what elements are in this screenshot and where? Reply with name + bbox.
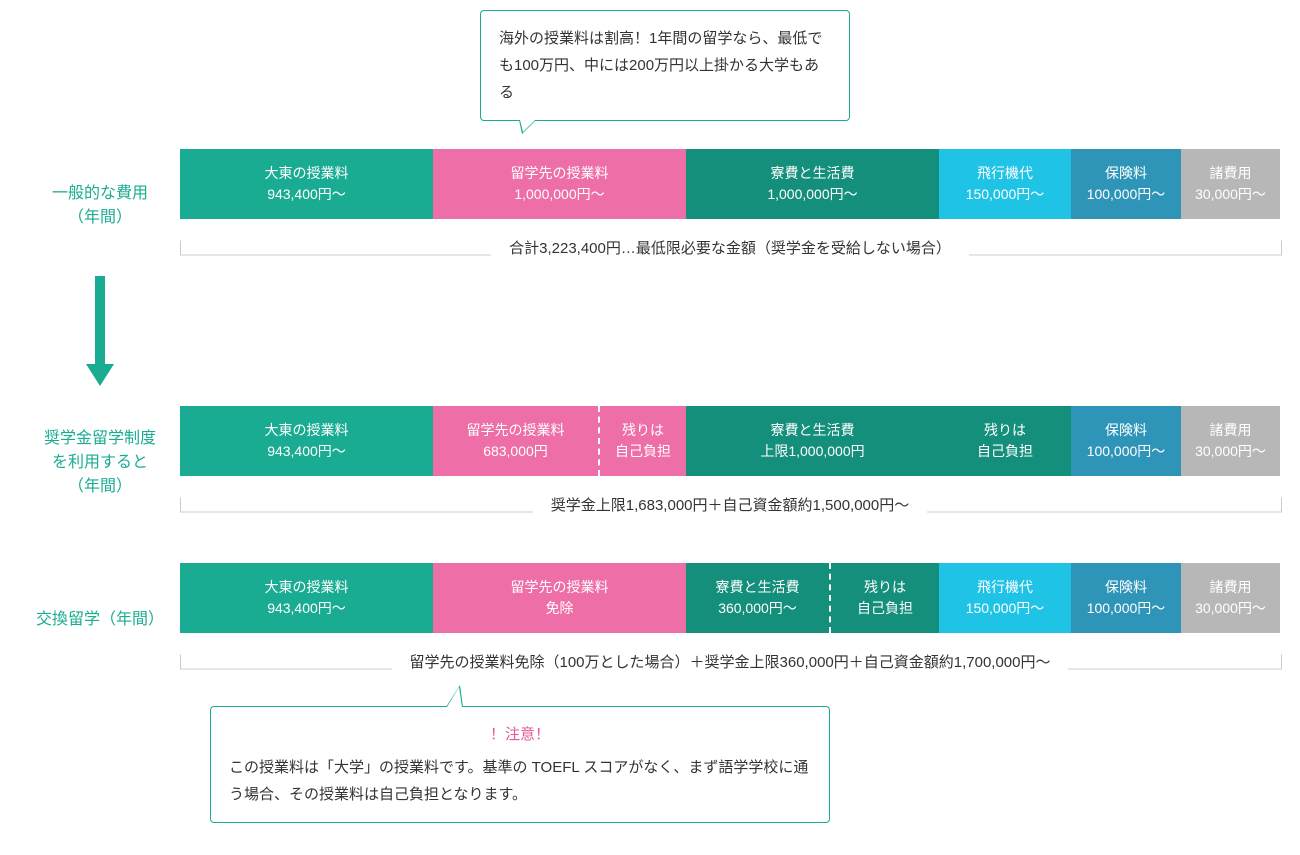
segment-value: 943,400円～ [267,441,346,462]
cost-segment: 諸費用30,000円～ [1181,149,1280,219]
segment-value: 943,400円～ [267,184,346,205]
segment-title: 諸費用 [1210,163,1252,184]
cost-segment: 大東の授業料943,400円～ [180,149,433,219]
cost-segment: 保険料100,000円～ [1071,406,1181,476]
callout-text: 海外の授業料は割高！1年間の留学なら、最低でも100万円、中には200万円以上掛… [499,30,822,101]
segment-title: 寮費と生活費 [771,420,855,441]
cost-segment: 寮費と生活費上限1,000,000円 [686,406,939,476]
cost-segment: 寮費と生活費1,000,000円～ [686,149,939,219]
segment-value: 683,000円 [483,441,548,462]
summary-3: 留学先の授業料免除（100万とした場合）＋奨学金上限360,000円＋自己資金額… [180,647,1280,676]
segment-title: 保険料 [1105,163,1147,184]
segment-title: 留学先の授業料 [467,420,565,441]
cost-segment: 諸費用30,000円～ [1181,563,1280,633]
cost-segment: 留学先の授業料1,000,000円～ [433,149,686,219]
segment-value: 免除 [546,598,574,619]
segment-value: 1,000,000円～ [514,184,604,205]
row-exchange: 交換留学（年間） 大東の授業料943,400円～留学先の授業料免除寮費と生活費3… [20,563,1280,676]
segment-title: 保険料 [1105,577,1147,598]
segment-title: 残りは [864,577,906,598]
down-arrow-icon [20,262,180,406]
segment-title: 留学先の授業料 [511,163,609,184]
segment-value: 150,000円～ [966,184,1045,205]
summary-1: 合計3,223,400円…最低限必要な金額（奨学金を受給しない場合） [180,233,1280,262]
cost-segment: 留学先の授業料免除 [433,563,686,633]
cost-segment: 保険料100,000円～ [1071,563,1181,633]
segment-value: 1,000,000円～ [767,184,857,205]
cost-segment: 飛行機代150,000円～ [939,149,1071,219]
cost-segment: 残りは自己負担 [829,563,939,633]
bar-row-2: 大東の授業料943,400円～留学先の授業料683,000円残りは自己負担寮費と… [180,406,1280,476]
segment-value: 自己負担 [977,441,1033,462]
segment-value: 100,000円～ [1087,184,1166,205]
segment-title: 残りは [622,420,664,441]
callout-tuition-high: 海外の授業料は割高！1年間の留学なら、最低でも100万円、中には200万円以上掛… [480,10,850,121]
row-label: 交換留学（年間） [20,608,180,632]
bar-row-1: 大東の授業料943,400円～留学先の授業料1,000,000円～寮費と生活費1… [180,149,1280,219]
callout-caution: ！注意！ この授業料は「大学」の授業料です。基準の TOEFL スコアがなく、ま… [210,706,830,823]
cost-segment: 大東の授業料943,400円～ [180,406,433,476]
segment-title: 諸費用 [1210,577,1252,598]
segment-value: 943,400円～ [267,598,346,619]
segment-title: 寮費と生活費 [716,577,800,598]
segment-value: 30,000円～ [1195,598,1266,619]
segment-title: 大東の授業料 [265,577,349,598]
row-scholarship: 奨学金留学制度を利用すると（年間） 大東の授業料943,400円～留学先の授業料… [20,406,1280,519]
segment-value: 30,000円～ [1195,184,1266,205]
callout-warn: ！注意！ [229,721,811,748]
segment-title: 残りは [984,420,1026,441]
summary-2: 奨学金上限1,683,000円＋自己資金額約1,500,000円〜 [180,490,1280,519]
segment-title: 大東の授業料 [265,420,349,441]
segment-value: 自己負担 [615,441,671,462]
bar-row-3: 大東の授業料943,400円～留学先の授業料免除寮費と生活費360,000円～残… [180,563,1280,633]
segment-title: 飛行機代 [977,577,1033,598]
segment-value: 上限1,000,000円 [760,441,864,462]
segment-value: 100,000円～ [1087,441,1166,462]
segment-title: 留学先の授業料 [511,577,609,598]
segment-value: 30,000円～ [1195,441,1266,462]
row-general-cost: 一般的な費用（年間） 大東の授業料943,400円～留学先の授業料1,000,0… [20,149,1280,262]
cost-segment: 飛行機代150,000円～ [939,563,1071,633]
row-label: 一般的な費用（年間） [20,182,180,230]
segment-title: 大東の授業料 [265,163,349,184]
row-label: 奨学金留学制度を利用すると（年間） [20,427,180,499]
segment-value: 150,000円～ [966,598,1045,619]
segment-title: 保険料 [1105,420,1147,441]
cost-segment: 残りは自己負担 [939,406,1071,476]
cost-segment: 残りは自己負担 [598,406,686,476]
cost-segment: 諸費用30,000円～ [1181,406,1280,476]
segment-value: 100,000円～ [1087,598,1166,619]
cost-segment: 保険料100,000円～ [1071,149,1181,219]
cost-segment: 留学先の授業料683,000円 [433,406,598,476]
segment-title: 飛行機代 [977,163,1033,184]
segment-value: 360,000円～ [718,598,797,619]
segment-value: 自己負担 [857,598,913,619]
cost-segment: 大東の授業料943,400円～ [180,563,433,633]
cost-segment: 寮費と生活費360,000円～ [686,563,829,633]
callout-body: この授業料は「大学」の授業料です。基準の TOEFL スコアがなく、まず語学学校… [229,759,808,803]
segment-title: 諸費用 [1210,420,1252,441]
segment-title: 寮費と生活費 [771,163,855,184]
